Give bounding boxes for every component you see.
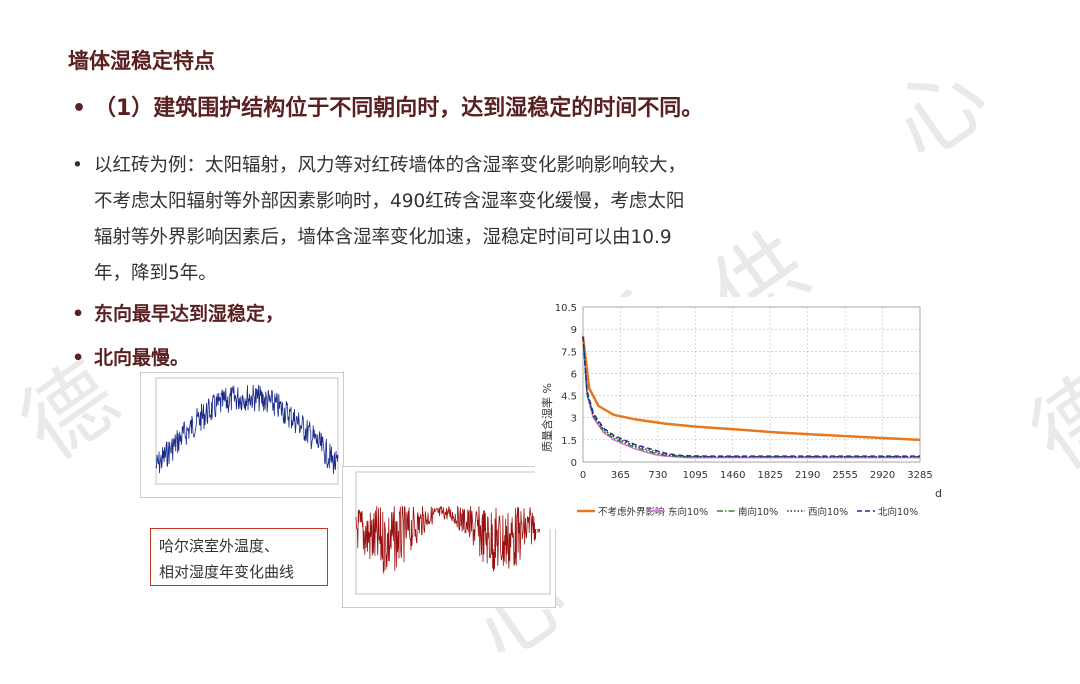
watermark-char: 德 [1012,353,1080,491]
x-tick-label: 365 [611,470,630,481]
x-tick-label: 2920 [870,470,895,481]
y-axis-label: 质量含湿率 % [540,383,554,452]
x-tick-label: 1095 [683,470,708,481]
humidity-chart-image [342,466,556,608]
y-tick-label: 9 [571,325,577,336]
x-tick-label: 3285 [907,470,932,481]
y-tick-label: 1.5 [561,436,577,447]
bullet-4-text: 北向最慢。 [94,347,190,369]
bullet-symbol: • [72,96,87,121]
legend-entry: 北向10% [878,506,918,518]
figure-caption: 哈尔滨室外温度、 相对湿度年变化曲线 [150,528,328,586]
bullet-2-line: 辐射等外界影响因素后，墙体含湿率变化加速，湿稳定时间可以由10.9 [94,227,672,248]
x-tick-label: 0 [580,470,586,481]
bullet-1-text: （1）建筑围护结构位于不同朝向时，达到湿稳定的时间不同。 [94,96,704,121]
page-title: 墙体湿稳定特点 [68,49,215,73]
bullet-3-text: 东向最早达到湿稳定， [94,303,285,325]
series-line [582,336,920,458]
x-tick-label: 2555 [832,470,857,481]
series-line [582,336,920,459]
bullet-4: • 北向最慢。 [72,343,189,370]
y-tick-label: 4.5 [561,392,577,403]
y-tick-label: 6 [571,369,577,380]
temperature-chart-image [140,372,344,498]
series-line [582,336,920,457]
y-tick-label: 7.5 [561,347,577,358]
bullet-symbol: • [72,155,83,176]
bullet-3: • 东向最早达到湿稳定， [72,299,284,326]
x-tick-label: 1825 [757,470,782,481]
series-line [582,336,920,458]
x-tick-label: 1460 [720,470,745,481]
series-line [581,336,921,442]
bullet-symbol: • [72,303,85,325]
bullet-2-line: 年，降到5年。 [94,263,217,284]
bullet-symbol: • [72,347,85,369]
bullet-2-line: 以红砖为例：太阳辐射，风力等对红砖墙体的含湿率变化影响影响较大， [94,155,687,176]
legend-entry: 东向10% [668,506,708,518]
bullet-1: • （1）建筑围护结构位于不同朝向时，达到湿稳定的时间不同。 [72,90,703,122]
legend-entry: 不考虑外界影响 [598,506,665,518]
bullet-2: • 以红砖为例：太阳辐射，风力等对红砖墙体的含湿率变化影响影响较大， 不考虑太阳辐… [72,148,892,292]
caption-line: 哈尔滨室外温度、 [159,537,280,555]
y-tick-label: 10.5 [555,303,577,314]
x-tick-label: 730 [648,470,667,481]
caption-line: 相对湿度年变化曲线 [159,563,295,581]
x-tick-label: 2190 [795,470,820,481]
bullet-2-line: 不考虑太阳辐射等外部因素影响时，490红砖含湿率变化缓慢，考虑太阳 [94,191,685,212]
moisture-content-chart: 0 1.5 3 4.5 6 7.5 9 10.5 0 365 730 1095 1460 1825 2190… [535,297,950,529]
y-tick-label: 3 [571,414,577,425]
legend-entry: 南向10% [738,506,778,518]
y-tick-label: 0 [571,458,577,469]
legend-entry: 西向10% [808,506,848,518]
x-axis-unit: d [935,487,942,500]
